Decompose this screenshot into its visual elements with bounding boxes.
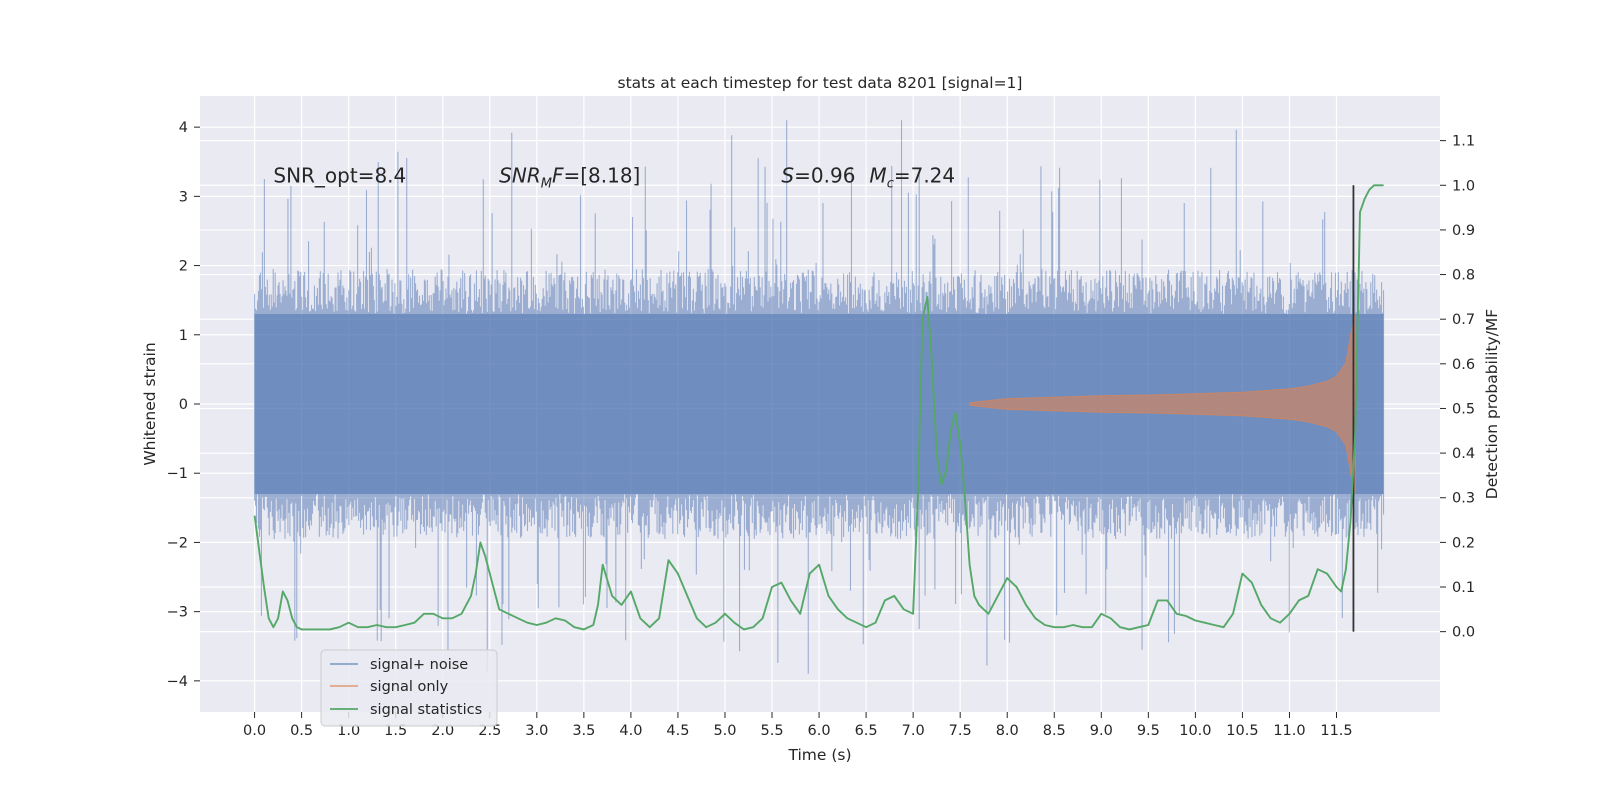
legend: signal+ noise signal only signal statist… [320,649,498,727]
x-tick-label: 10.0 [1179,723,1211,739]
annotation-snr-opt: SNR_opt=8.4 [273,164,406,188]
signal-statistics-series [253,184,1384,631]
annotation-snr-mf-prefix: SNR [499,164,541,188]
x-tick-label: 3.5 [572,723,595,739]
y2-tick-label: 0.2 [1452,535,1475,551]
y2-tick-label: 0.9 [1452,223,1475,239]
x-tick-label: 9.0 [1090,723,1113,739]
legend-label-signal-only: signal only [370,679,449,695]
x-tick-label: 1.5 [384,723,407,739]
signal-only-series [969,313,1356,495]
x-tick-label: 0.5 [290,723,313,739]
x-tick-label: 1.0 [337,723,360,739]
y-tick-label: 4 [179,120,188,136]
y2-axis-ticks: 1.1 1.0 0.9 0.8 0.7 0.6 0.5 0.4 0.3 0.2 0.1 0.0 [1440,134,1475,641]
y-tick-label: 0 [179,397,188,413]
annotation-snr-mf-f: F [552,164,564,188]
signal-statistics-line [253,184,1384,631]
x-tick-label: 0.0 [243,723,266,739]
annotation-snr-mf-value: =[8.18] [563,164,640,188]
annotation-s-value: =0.96 [794,164,855,188]
y-axis-label: Whitened strain [141,342,159,465]
annotation-snr-mf: SNRMF=[8.18] [499,164,640,192]
x-tick-label: 4.0 [619,723,642,739]
chart-title: stats at each timestep for test data 820… [618,74,1023,92]
x-tick-label: 7.5 [949,723,972,739]
x-tick-label: 5.0 [713,723,736,739]
annotation-snr-mf-subscript: M [541,177,552,192]
y-tick-label: −1 [167,466,188,482]
y-tick-label: 2 [179,259,188,275]
x-tick-label: 11.0 [1273,723,1305,739]
y2-tick-label: 0.1 [1452,580,1475,596]
x-axis-label: Time (s) [787,746,851,764]
x-tick-label: 9.5 [1137,723,1160,739]
y2-axis-label: Detection probability/MF [1483,309,1501,500]
annotation-s-mc: S=0.96 Mc=7.24 [781,164,955,192]
x-tick-label: 4.5 [666,723,689,739]
y2-tick-label: 0.8 [1452,268,1475,284]
chirp-envelope [969,313,1356,495]
x-tick-label: 6.0 [808,723,831,739]
x-tick-label: 8.5 [1043,723,1066,739]
legend-label-signal-plus-noise: signal+ noise [370,657,468,673]
x-tick-label: 6.5 [855,723,878,739]
annotation-mc-subscript: c [887,177,894,192]
y2-tick-label: 1.1 [1452,134,1475,150]
legend-box [320,649,498,727]
y-axis-ticks: 4 3 2 1 0 −1 −2 −3 −4 [167,120,200,690]
y2-tick-label: 0.5 [1452,401,1475,417]
y-tick-label: −2 [167,535,188,551]
y2-tick-label: 0.3 [1452,491,1475,507]
y-tick-label: −4 [167,674,188,690]
y-tick-label: 1 [179,328,188,344]
annotation-mc-label: M [869,164,886,188]
x-tick-label: 7.0 [902,723,925,739]
annotation-mc-value: =7.24 [894,164,955,188]
y-tick-label: 3 [179,189,188,205]
y2-tick-label: 1.0 [1452,178,1475,194]
legend-label-signal-statistics: signal statistics [370,702,482,718]
y2-tick-label: 0.0 [1452,625,1475,641]
annotations: SNR_opt=8.4 SNRMF=[8.18] S=0.96 Mc=7.24 [273,164,955,192]
annotation-snr-mf-suffix: F=[8.18] [552,164,640,188]
x-tick-label: 10.5 [1226,723,1258,739]
y-tick-label: −3 [167,605,188,621]
x-tick-label: 2.5 [478,723,501,739]
y2-tick-label: 0.7 [1452,312,1475,328]
x-tick-label: 8.0 [996,723,1019,739]
x-tick-label: 5.5 [760,723,783,739]
x-tick-label: 2.0 [431,723,454,739]
x-axis-ticks: 0.0 0.5 1.0 1.5 2.0 2.5 3.0 3.5 4.0 4.5 5.0 5.5 6.0 6… [243,712,1353,739]
annotation-s-label: S [781,164,794,188]
x-tick-label: 3.0 [525,723,548,739]
y2-tick-label: 0.4 [1452,446,1475,462]
y2-tick-label: 0.6 [1452,357,1475,373]
x-tick-label: 11.5 [1320,723,1352,739]
